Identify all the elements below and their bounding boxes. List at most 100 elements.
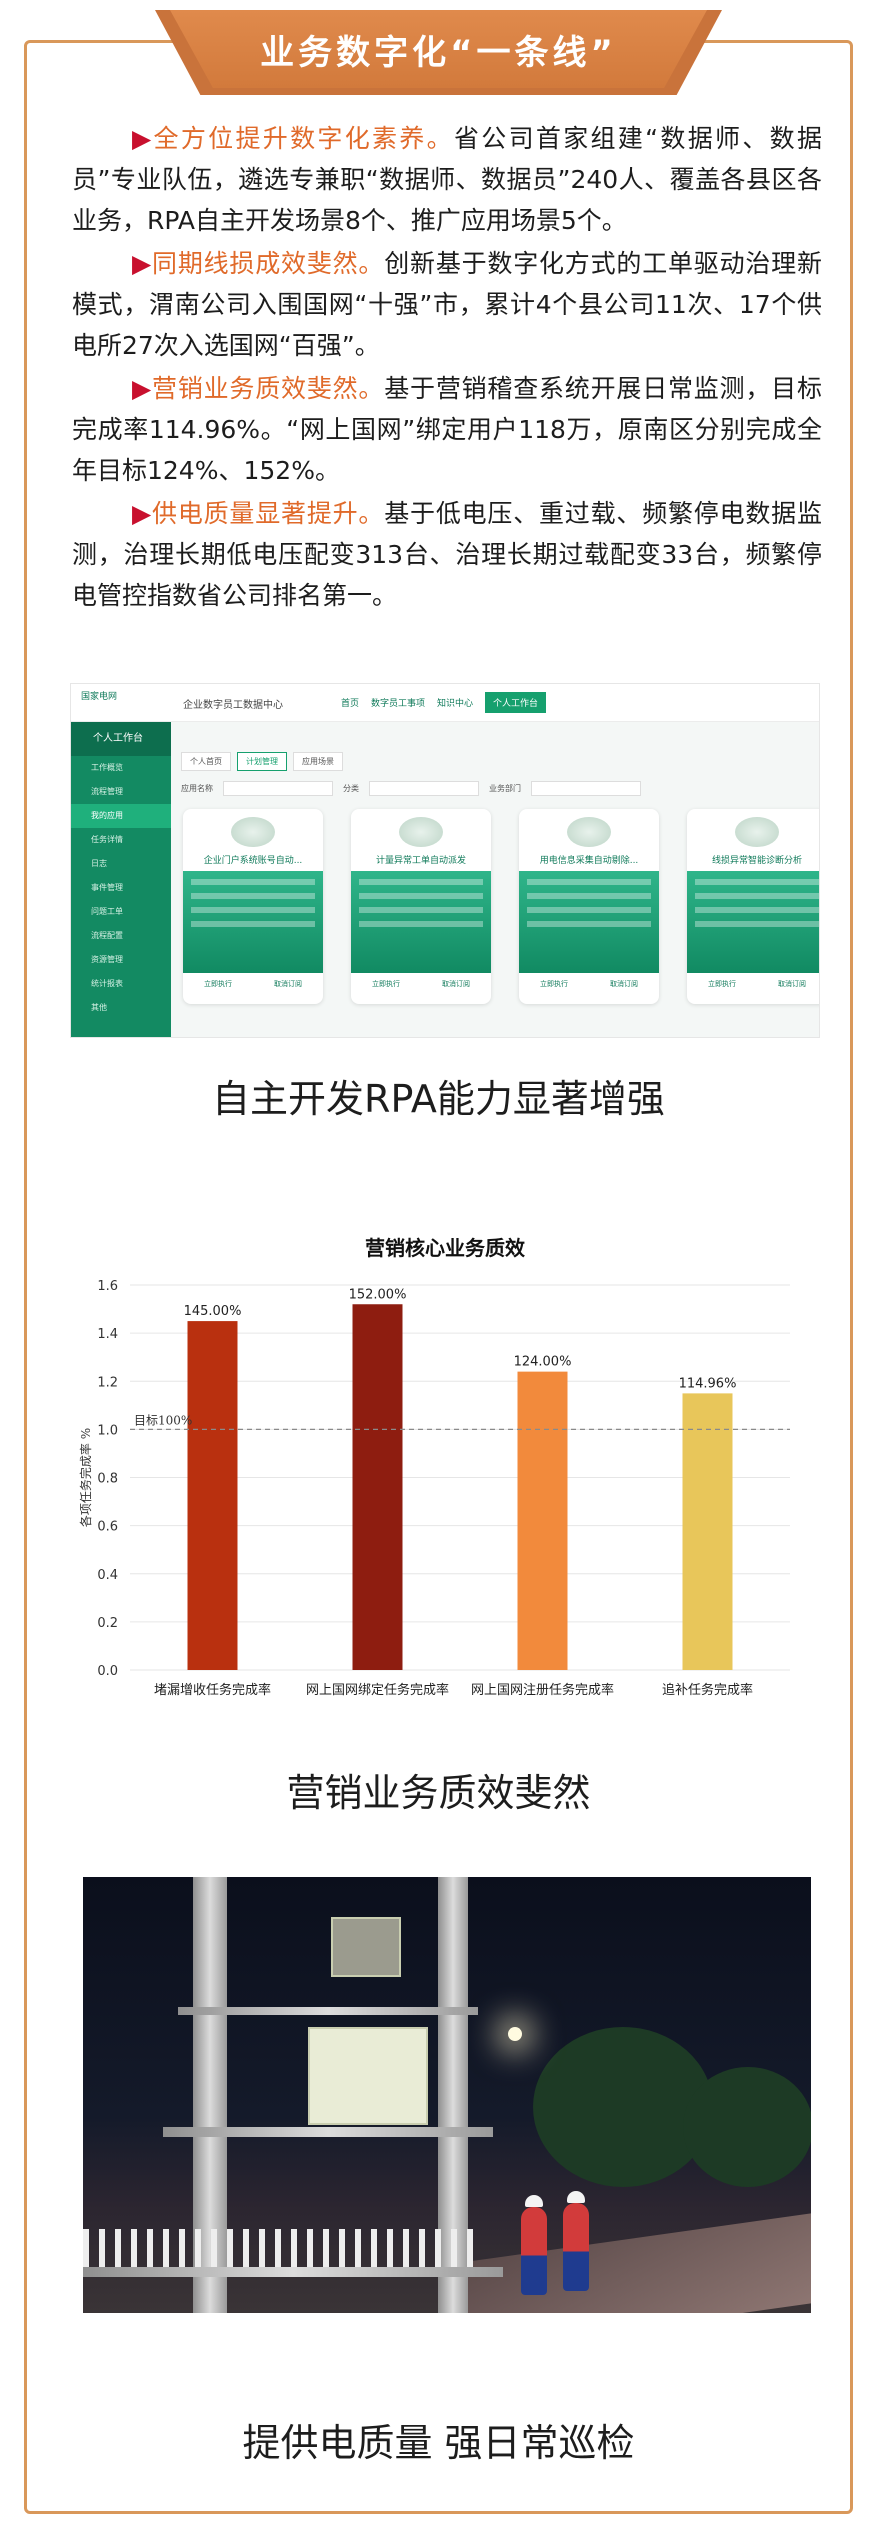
sidebar-item: 事件管理 [91,883,123,892]
card-action: 立即执行 [204,980,232,988]
sidebar-item-active: 我的应用 [71,804,171,828]
card-footer: 立即执行 取消订阅 [519,979,659,989]
worker [521,2207,547,2295]
rpa-card: 计量异常工单自动派发 立即执行 取消订阅 [351,809,491,1004]
nav-item: 数字员工事项 [371,699,426,709]
tab: 应用场景 [293,752,343,771]
sidebar-item: 其他 [91,1003,107,1012]
sidebar-item: 流程管理 [91,787,123,796]
sidebar-item: 流程配置 [91,931,123,940]
card-body [519,871,659,973]
screenshot-nav: 首页 数字员工事项 知识中心 个人工作台 [341,692,547,713]
sidebar-item: 日志 [91,859,107,868]
paragraph-highlight: 同期线损成效斐然。 [152,249,385,278]
caption-rpa: 自主开发RPA能力显著增强 [212,1077,665,1121]
card-name: 线损异常智能诊断分析 [711,856,802,866]
caption-marketing: 营销业务质效斐然 [286,1771,591,1815]
article-body: ▶全方位提升数字化素养。省公司首家组建“数据师、数据员”专业队伍，遴选专兼职“数… [72,118,822,618]
transformer [331,1917,401,1977]
fence [83,2229,483,2269]
screenshot-tabs: 个人首页 计划管理 应用场景 [181,752,343,771]
bar [187,1321,238,1670]
worker [563,2203,589,2291]
nav-item: 首页 [341,699,360,709]
triangle-marker-icon: ▶ [132,374,153,403]
crossarm [163,2127,493,2137]
sidebar-item: 任务详情 [91,835,123,844]
filter-label: 分类 [343,783,359,793]
card-footer: 立即执行 取消订阅 [687,979,819,989]
paragraph-line-loss: ▶同期线损成效斐然。创新基于数字化方式的工单驱动治理新模式，渭南公司入围国网“十… [72,243,822,366]
sidebar-item: 统计报表 [91,979,123,988]
sidebar-item: 工作概览 [91,763,123,772]
crossarm [178,2007,478,2015]
road [463,2211,811,2313]
x-tick-label: 堵漏增收任务完成率 [154,1682,271,1698]
paragraph-power-quality: ▶供电质量显著提升。基于低电压、重过载、频繁停电数据监测，治理长期低电压配变31… [72,493,822,616]
y-tick-label: 1.0 [97,1423,118,1438]
card-name: 用电信息采集自动剔除... [539,856,639,866]
rpa-card: 企业门户系统账号自动... 立即执行 取消订阅 [183,809,323,1004]
card-name: 企业门户系统账号自动... [203,856,303,866]
y-tick-label: 1.2 [97,1375,118,1390]
filter-label: 业务部门 [489,783,521,793]
bar [517,1371,568,1670]
card-action: 取消订阅 [610,980,638,988]
card-body [183,871,323,973]
nav-item: 知识中心 [437,699,474,709]
card-action: 立即执行 [372,980,400,988]
paragraph-body: 创新基于数字化方式的工单驱动治理新模式，渭南公司入围国网“十强”市，累计4个县公… [72,249,822,360]
bar [352,1304,403,1670]
sidebar-item: 问题工单 [91,907,123,916]
card-name: 计量异常工单自动派发 [375,856,466,866]
rpa-card: 用电信息采集自动剔除... 立即执行 取消订阅 [519,809,659,1004]
y-tick-label: 0.4 [97,1568,118,1583]
card-action: 取消订阅 [274,980,302,988]
triangle-marker-icon: ▶ [132,124,154,153]
helmet-icon [567,2191,585,2203]
card-logo-icon [567,817,611,847]
bar-data-label: 114.96% [679,1376,737,1391]
company-logo: 国家电网 [81,692,118,702]
tree [683,2067,811,2187]
page-title: 业务数字化“一条线” [260,32,617,73]
card-footer: 立即执行 取消订阅 [183,979,323,989]
paragraph-highlight: 供电质量显著提升。 [152,499,385,528]
tree [533,2027,713,2187]
paragraph-marketing: ▶营销业务质效斐然。基于营销稽查系统开展日常监测，目标完成率114.96%。“网… [72,368,822,491]
sidebar-title: 个人工作台 [71,722,171,756]
title-banner: 业务数字化“一条线” [170,10,707,88]
triangle-marker-icon: ▶ [132,499,153,528]
screenshot-sidebar: 个人工作台 工作概览 流程管理 我的应用 任务详情 日志 事件管理 问题工单 流… [71,722,171,1037]
y-tick-label: 0.6 [97,1520,118,1535]
filter-label: 应用名称 [181,783,213,793]
bar-data-label: 152.00% [349,1287,407,1302]
nav-item-active: 个人工作台 [485,692,547,713]
bar [682,1393,733,1670]
paragraph-highlight: 全方位提升数字化素养。 [153,124,454,153]
screenshot-header: 国家电网 企业数字员工数据中心 首页 数字员工事项 知识中心 个人工作台 [71,684,819,722]
y-tick-label: 0.0 [97,1664,118,1679]
y-tick-label: 1.4 [97,1327,118,1342]
paragraph-highlight: 营销业务质效斐然。 [152,374,385,403]
card-body [687,871,819,973]
chart-svg: 营销核心业务质效 0.0 0.2 0.4 0.6 0.8 1.0 1.2 1.4 1.6 各项任务完… [78,1236,790,1698]
helmet-icon [525,2195,543,2207]
tab: 个人首页 [181,752,231,771]
paragraph-body: 省公司首家组建“数据师、数据员”专业队伍，遴选专兼职“数据师、数据员”240人、… [72,124,822,235]
screenshot-filters: 应用名称 分类 业务部门 [181,776,811,800]
bar-data-label: 145.00% [184,1304,242,1319]
bar-data-label: 124.00% [514,1355,572,1370]
card-logo-icon [735,817,779,847]
y-tick-label: 1.6 [97,1279,118,1294]
x-tick-label: 网上国网注册任务完成率 [471,1682,614,1698]
card-logo-icon [399,817,443,847]
card-action: 立即执行 [708,980,736,988]
card-action: 取消订阅 [778,980,806,988]
triangle-marker-icon: ▶ [132,249,153,278]
card-action: 取消订阅 [442,980,470,988]
street-lamp-icon [508,2027,522,2041]
sidebar-item: 资源管理 [91,955,123,964]
filter-input [223,780,333,796]
x-tick-label: 网上国网绑定任务完成率 [306,1682,449,1698]
